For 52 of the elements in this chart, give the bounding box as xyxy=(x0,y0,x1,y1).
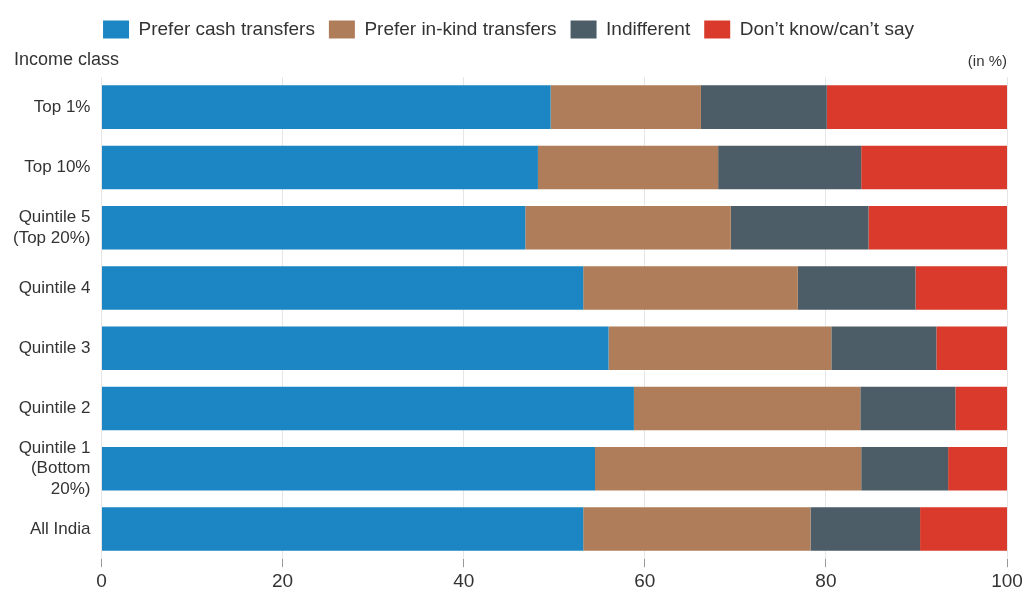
text: (in %) xyxy=(967,51,1007,69)
y-tick-label: Top 10% xyxy=(24,157,91,177)
y-tick-label: Top 1% xyxy=(33,96,91,116)
bar xyxy=(101,266,584,310)
bar xyxy=(810,507,921,551)
y-tick-label: All India xyxy=(30,518,92,538)
bar xyxy=(730,205,869,250)
legend-label: Prefer cash transfers xyxy=(138,17,315,39)
bar xyxy=(861,145,1007,190)
bar xyxy=(101,507,584,551)
bar xyxy=(608,326,832,371)
x-tick-label: 80 xyxy=(815,569,837,591)
bar xyxy=(700,85,827,129)
bar xyxy=(955,386,1007,431)
bar xyxy=(101,326,609,371)
y-tick-label: Quintile 4 xyxy=(18,277,91,297)
bar xyxy=(594,447,862,491)
bar xyxy=(525,205,731,250)
bar xyxy=(915,266,1007,310)
x-tick-label: 100 xyxy=(991,569,1023,591)
bar xyxy=(868,205,1007,250)
y-tick-label: Quintile 3 xyxy=(18,337,91,357)
bar xyxy=(920,507,1007,551)
bar xyxy=(936,326,1007,371)
legend-label: Prefer in-kind transfers xyxy=(364,17,557,39)
bar xyxy=(831,326,937,371)
bar xyxy=(101,386,634,431)
x-tick-label: 40 xyxy=(453,569,475,591)
x-tick-label: 0 xyxy=(96,569,107,591)
bar xyxy=(583,507,811,551)
bar xyxy=(101,145,538,190)
y-axis-title: Income class xyxy=(14,48,120,69)
bar xyxy=(633,386,861,431)
bar xyxy=(948,447,1007,491)
legend-label: Don’t know/can’t say xyxy=(739,17,915,39)
bar xyxy=(861,447,949,491)
bar xyxy=(101,85,551,129)
y-tick-label: Quintile 5 (Top 20%) xyxy=(13,207,91,247)
legend-label: Indifferent xyxy=(606,17,691,39)
bar xyxy=(101,447,595,491)
bar xyxy=(718,145,862,190)
bar xyxy=(583,266,798,310)
y-tick-label: Quintile 2 xyxy=(18,398,91,418)
y-tick-label: Quintile 1 (Bottom 20%) xyxy=(18,438,91,498)
bar xyxy=(101,205,526,250)
bar xyxy=(550,85,701,129)
bar xyxy=(826,85,1007,129)
bar xyxy=(537,145,719,190)
bar xyxy=(860,386,956,431)
bar xyxy=(797,266,916,310)
x-tick-label: 20 xyxy=(272,569,294,591)
x-tick-label: 60 xyxy=(634,569,656,591)
